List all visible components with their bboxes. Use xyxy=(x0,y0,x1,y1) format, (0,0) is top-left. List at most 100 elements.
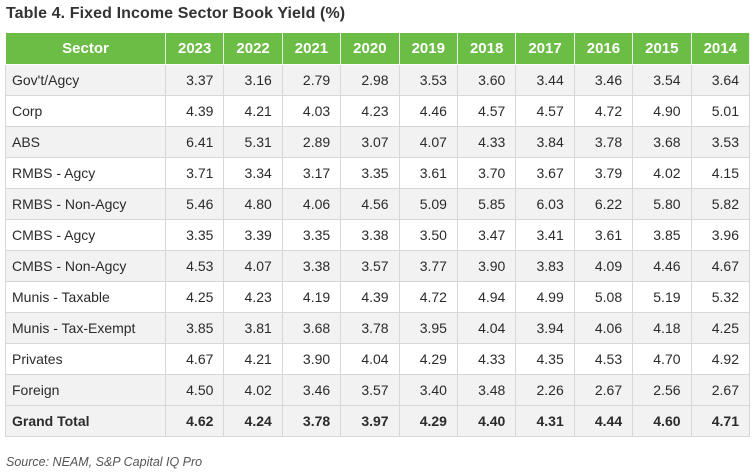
table-row: Munis - Taxable 4.25 4.23 4.19 4.39 4.72 4.94 4… xyxy=(5,281,751,313)
table-row: CMBS - Agcy 3.35 3.39 3.35 3.38 3.50 3.47 3.41 3… xyxy=(5,219,751,251)
yield-cell: 4.23 xyxy=(340,95,400,127)
yield-cell: 4.31 xyxy=(515,405,575,437)
yield-cell: 4.62 xyxy=(164,405,225,437)
yield-cell: 5.80 xyxy=(632,188,692,220)
yield-cell: 4.29 xyxy=(398,405,458,437)
yield-cell: 3.77 xyxy=(398,250,458,282)
yield-cell: 3.37 xyxy=(164,64,225,96)
table-row: Privates 4.67 4.21 3.90 4.04 4.29 4.33 4.35 4.53… xyxy=(5,343,751,375)
yield-cell: 3.44 xyxy=(515,64,575,96)
sector-label: Munis - Tax-Exempt xyxy=(5,312,166,344)
yield-cell: 3.61 xyxy=(573,219,634,251)
yield-cell: 4.21 xyxy=(223,95,283,127)
yield-cell: 4.02 xyxy=(223,374,283,406)
yield-cell: 4.07 xyxy=(398,126,458,158)
yield-cell: 5.08 xyxy=(573,281,634,313)
table-row: Corp 4.39 4.21 4.03 4.23 4.46 4.57 4.57 4.72 4.90… xyxy=(5,95,751,127)
yield-cell: 3.07 xyxy=(340,126,400,158)
yield-cell: 3.85 xyxy=(632,219,692,251)
yield-cell: 3.39 xyxy=(223,219,283,251)
yield-cell: 2.89 xyxy=(281,126,342,158)
sector-label: RMBS - Agcy xyxy=(5,157,166,189)
table-body: Gov't/Agcy 3.37 3.16 2.79 2.98 3.53 3.60 3.44 3.… xyxy=(5,64,751,437)
yield-cell: 3.79 xyxy=(573,157,634,189)
column-header-sector: Sector xyxy=(5,32,166,65)
yield-cell: 2.56 xyxy=(632,374,692,406)
yield-cell: 4.90 xyxy=(632,95,692,127)
yield-cell: 3.67 xyxy=(515,157,575,189)
yield-cell: 3.50 xyxy=(398,219,458,251)
sector-label: CMBS - Agcy xyxy=(5,219,166,251)
yield-cell: 3.70 xyxy=(456,157,517,189)
column-header-2018: 2018 xyxy=(456,32,517,65)
yield-cell: 5.46 xyxy=(164,188,225,220)
yield-cell: 3.46 xyxy=(281,374,342,406)
sector-label: Corp xyxy=(5,95,166,127)
yield-cell: 3.78 xyxy=(573,126,634,158)
sector-label: RMBS - Non-Agcy xyxy=(5,188,166,220)
yield-cell: 3.35 xyxy=(340,157,400,189)
grand-total-row: Grand Total 4.62 4.24 3.78 3.97 4.29 4.40 4.31 4… xyxy=(5,405,751,437)
yield-cell: 3.90 xyxy=(456,250,517,282)
yield-cell: 4.94 xyxy=(456,281,517,313)
sector-label: CMBS - Non-Agcy xyxy=(5,250,166,282)
yield-cell: 4.72 xyxy=(398,281,458,313)
yield-cell: 3.40 xyxy=(398,374,458,406)
sector-label: ABS xyxy=(5,126,166,158)
yield-cell: 4.04 xyxy=(340,343,400,375)
yield-cell: 5.19 xyxy=(632,281,692,313)
yield-cell: 4.60 xyxy=(632,405,692,437)
header-row: Sector 2023 2022 2021 2020 2019 2018 2017 2016 20… xyxy=(5,32,751,65)
yield-cell: 5.32 xyxy=(690,281,751,313)
yield-cell: 4.19 xyxy=(281,281,342,313)
yield-cell: 3.81 xyxy=(223,312,283,344)
table-row: RMBS - Agcy 3.71 3.34 3.17 3.35 3.61 3.70 3.67 3… xyxy=(5,157,751,189)
column-header-2021: 2021 xyxy=(281,32,342,65)
yield-cell: 4.06 xyxy=(281,188,342,220)
yield-cell: 4.40 xyxy=(456,405,517,437)
yield-cell: 4.18 xyxy=(632,312,692,344)
yield-cell: 3.38 xyxy=(281,250,342,282)
yield-cell: 4.21 xyxy=(223,343,283,375)
yield-cell: 4.44 xyxy=(573,405,634,437)
yield-cell: 4.33 xyxy=(456,126,517,158)
yield-cell: 4.53 xyxy=(164,250,225,282)
table-row: Foreign 4.50 4.02 3.46 3.57 3.40 3.48 2.26 2.67 2… xyxy=(5,374,751,406)
yield-cell: 3.34 xyxy=(223,157,283,189)
yield-cell: 5.01 xyxy=(690,95,751,127)
yield-cell: 5.82 xyxy=(690,188,751,220)
source-note: Source: NEAM, S&P Capital IQ Pro xyxy=(6,455,203,469)
yield-cell: 6.22 xyxy=(573,188,634,220)
yield-cell: 3.38 xyxy=(340,219,400,251)
yield-cell: 4.39 xyxy=(164,95,225,127)
yield-cell: 3.90 xyxy=(281,343,342,375)
yield-cell: 2.67 xyxy=(690,374,751,406)
yield-cell: 3.61 xyxy=(398,157,458,189)
column-header-2017: 2017 xyxy=(515,32,575,65)
yield-cell: 4.92 xyxy=(690,343,751,375)
yield-cell: 4.29 xyxy=(398,343,458,375)
yield-cell: 3.96 xyxy=(690,219,751,251)
yield-cell: 4.56 xyxy=(340,188,400,220)
yield-cell: 4.33 xyxy=(456,343,517,375)
yield-cell: 4.03 xyxy=(281,95,342,127)
yield-cell: 3.53 xyxy=(398,64,458,96)
sector-label: Privates xyxy=(5,343,166,375)
yield-cell: 3.35 xyxy=(281,219,342,251)
yield-cell: 3.71 xyxy=(164,157,225,189)
yield-cell: 4.99 xyxy=(515,281,575,313)
yield-cell: 3.53 xyxy=(690,126,751,158)
table-title: Table 4. Fixed Income Sector Book Yield … xyxy=(6,5,346,22)
yield-cell: 3.35 xyxy=(164,219,225,251)
yield-cell: 2.79 xyxy=(281,64,342,96)
yield-cell: 4.25 xyxy=(690,312,751,344)
yield-cell: 4.24 xyxy=(223,405,283,437)
yield-cell: 4.09 xyxy=(573,250,634,282)
yield-cell: 4.04 xyxy=(456,312,517,344)
yield-cell: 4.71 xyxy=(690,405,751,437)
column-header-2016: 2016 xyxy=(573,32,634,65)
yield-cell: 3.68 xyxy=(632,126,692,158)
yield-cell: 3.47 xyxy=(456,219,517,251)
yield-cell: 2.26 xyxy=(515,374,575,406)
sector-label: Grand Total xyxy=(5,405,166,437)
